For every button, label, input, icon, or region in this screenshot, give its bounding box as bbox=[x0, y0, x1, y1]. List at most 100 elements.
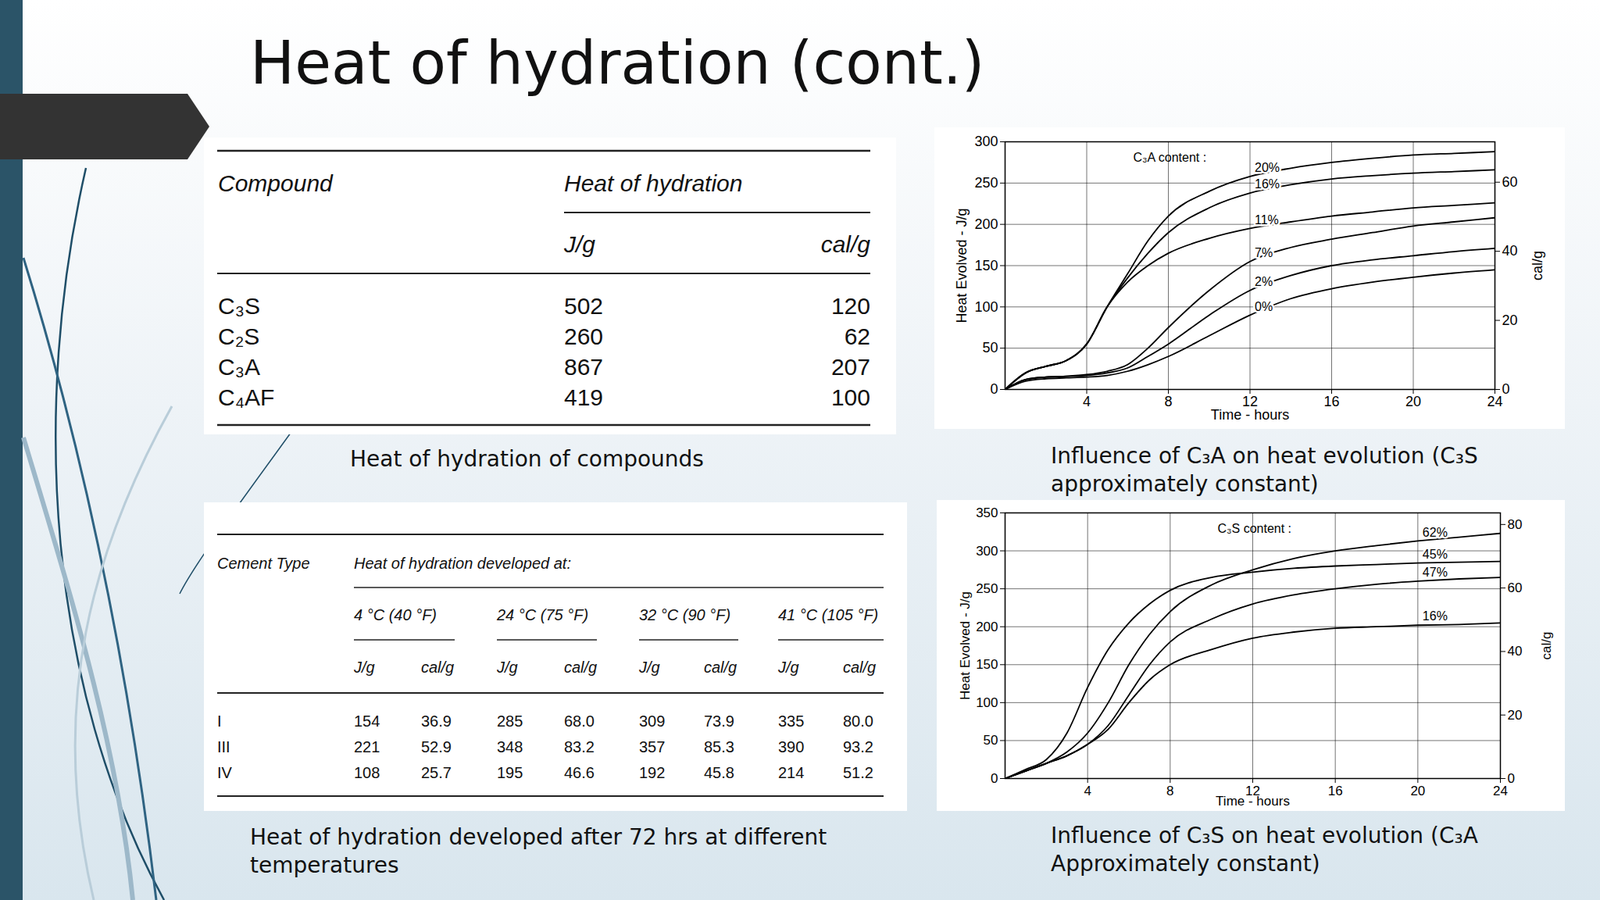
svg-text:20%: 20% bbox=[1254, 160, 1280, 175]
svg-text:60: 60 bbox=[1502, 174, 1518, 190]
svg-text:J/g: J/g bbox=[353, 658, 375, 676]
svg-text:348: 348 bbox=[496, 738, 523, 756]
svg-text:108: 108 bbox=[353, 764, 380, 782]
svg-text:100: 100 bbox=[974, 299, 998, 315]
svg-text:4 °C (40 °F): 4 °C (40 °F) bbox=[353, 606, 437, 624]
svg-text:154: 154 bbox=[353, 712, 380, 730]
svg-text:20: 20 bbox=[1410, 783, 1425, 799]
svg-text:25.7: 25.7 bbox=[421, 764, 452, 782]
svg-text:2%: 2% bbox=[1254, 275, 1273, 289]
svg-text:50: 50 bbox=[982, 339, 998, 356]
svg-text:C₂S: C₂S bbox=[217, 323, 260, 350]
svg-text:C₄AF: C₄AF bbox=[217, 384, 275, 411]
svg-text:24 °C (75 °F): 24 °C (75 °F) bbox=[496, 606, 589, 624]
svg-text:100: 100 bbox=[831, 384, 871, 411]
svg-text:C₃A content :: C₃A content : bbox=[1133, 150, 1208, 165]
svg-text:I: I bbox=[217, 712, 222, 730]
svg-text:85.3: 85.3 bbox=[703, 738, 735, 756]
svg-text:cal/g: cal/g bbox=[821, 231, 872, 258]
svg-text:52.9: 52.9 bbox=[421, 738, 452, 756]
svg-text:502: 502 bbox=[564, 292, 604, 319]
svg-text:16: 16 bbox=[1328, 783, 1343, 799]
svg-text:45.8: 45.8 bbox=[703, 764, 735, 782]
svg-text:46.6: 46.6 bbox=[564, 764, 595, 782]
svg-text:250: 250 bbox=[975, 581, 998, 597]
svg-text:Heat of hydration developed at: Heat of hydration developed at: bbox=[353, 554, 572, 572]
svg-text:62: 62 bbox=[844, 323, 871, 350]
svg-text:cal/g: cal/g bbox=[1529, 250, 1546, 281]
svg-text:J/g: J/g bbox=[777, 658, 800, 676]
svg-text:0: 0 bbox=[990, 771, 998, 786]
svg-text:80.0: 80.0 bbox=[842, 712, 874, 730]
svg-text:C₃S content :: C₃S content : bbox=[1217, 521, 1293, 536]
svg-text:16%: 16% bbox=[1422, 609, 1448, 623]
svg-text:40: 40 bbox=[1507, 643, 1523, 659]
svg-text:16%: 16% bbox=[1254, 177, 1280, 191]
svg-text:III: III bbox=[217, 738, 231, 756]
svg-text:867: 867 bbox=[564, 353, 604, 380]
svg-text:24: 24 bbox=[1492, 783, 1508, 799]
svg-text:120: 120 bbox=[831, 292, 871, 319]
svg-text:207: 207 bbox=[831, 353, 871, 380]
svg-text:73.9: 73.9 bbox=[703, 712, 735, 730]
svg-text:32 °C (90 °F): 32 °C (90 °F) bbox=[639, 606, 731, 624]
svg-text:cal/g: cal/g bbox=[703, 658, 737, 676]
svg-text:150: 150 bbox=[975, 657, 998, 672]
svg-text:11%: 11% bbox=[1254, 213, 1279, 227]
svg-text:51.2: 51.2 bbox=[842, 764, 874, 782]
svg-text:16%: 16% bbox=[1254, 177, 1280, 191]
svg-text:Time - hours: Time - hours bbox=[1215, 793, 1290, 809]
svg-text:50: 50 bbox=[983, 732, 999, 748]
svg-text:Cement Type: Cement Type bbox=[217, 554, 311, 572]
svg-text:J/g: J/g bbox=[638, 658, 661, 676]
svg-text:16: 16 bbox=[1323, 393, 1340, 410]
svg-text:41 °C (105 °F): 41 °C (105 °F) bbox=[778, 606, 879, 624]
svg-text:Compound: Compound bbox=[217, 170, 334, 197]
svg-text:68.0: 68.0 bbox=[564, 712, 595, 730]
svg-text:335: 335 bbox=[778, 712, 804, 730]
svg-text:20: 20 bbox=[1405, 393, 1422, 410]
svg-text:83.2: 83.2 bbox=[564, 738, 595, 756]
svg-text:cal/g: cal/g bbox=[842, 658, 876, 676]
svg-text:309: 309 bbox=[639, 712, 665, 730]
svg-text:4: 4 bbox=[1082, 393, 1091, 410]
svg-text:36.9: 36.9 bbox=[421, 712, 452, 730]
svg-text:150: 150 bbox=[974, 257, 998, 274]
svg-text:62%: 62% bbox=[1422, 525, 1448, 540]
svg-text:250: 250 bbox=[974, 175, 998, 191]
svg-text:Heat Evolved - J/g: Heat Evolved - J/g bbox=[957, 591, 973, 700]
svg-text:300: 300 bbox=[974, 133, 998, 150]
svg-text:7%: 7% bbox=[1254, 246, 1273, 260]
svg-text:80: 80 bbox=[1507, 517, 1523, 533]
svg-text:20%: 20% bbox=[1254, 160, 1280, 175]
svg-text:11%: 11% bbox=[1254, 213, 1279, 227]
svg-text:192: 192 bbox=[639, 764, 665, 782]
svg-text:7%: 7% bbox=[1254, 246, 1273, 260]
svg-text:45%: 45% bbox=[1422, 547, 1448, 561]
svg-text:0: 0 bbox=[1507, 771, 1515, 786]
svg-text:47%: 47% bbox=[1422, 565, 1448, 579]
svg-text:200: 200 bbox=[974, 216, 998, 233]
svg-text:0: 0 bbox=[1502, 381, 1511, 397]
svg-text:J/g: J/g bbox=[563, 231, 596, 258]
svg-text:0%: 0% bbox=[1254, 300, 1273, 314]
svg-text:60: 60 bbox=[1507, 580, 1523, 596]
svg-text:357: 357 bbox=[639, 738, 665, 756]
svg-text:J/g: J/g bbox=[496, 658, 518, 676]
svg-text:Heat of hydration: Heat of hydration bbox=[564, 170, 743, 197]
svg-text:200: 200 bbox=[975, 619, 998, 635]
svg-text:45%: 45% bbox=[1422, 547, 1448, 561]
svg-text:20: 20 bbox=[1502, 312, 1518, 329]
svg-text:100: 100 bbox=[975, 695, 998, 711]
svg-text:260: 260 bbox=[564, 323, 604, 350]
svg-text:C₃A: C₃A bbox=[217, 353, 261, 380]
svg-text:Time - hours: Time - hours bbox=[1210, 407, 1290, 423]
svg-text:0%: 0% bbox=[1254, 300, 1273, 314]
svg-text:40: 40 bbox=[1502, 242, 1518, 259]
svg-text:cal/g: cal/g bbox=[421, 658, 454, 676]
svg-text:24: 24 bbox=[1486, 393, 1503, 410]
svg-text:93.2: 93.2 bbox=[842, 738, 874, 756]
svg-text:285: 285 bbox=[496, 712, 523, 730]
svg-text:195: 195 bbox=[496, 764, 523, 782]
svg-text:47%: 47% bbox=[1422, 565, 1448, 579]
